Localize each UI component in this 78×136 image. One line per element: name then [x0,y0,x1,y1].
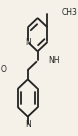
Text: CH3: CH3 [61,8,77,17]
Text: N: N [25,38,31,47]
Text: O: O [1,66,7,75]
Text: NH: NH [49,56,60,65]
Text: N: N [25,120,31,129]
